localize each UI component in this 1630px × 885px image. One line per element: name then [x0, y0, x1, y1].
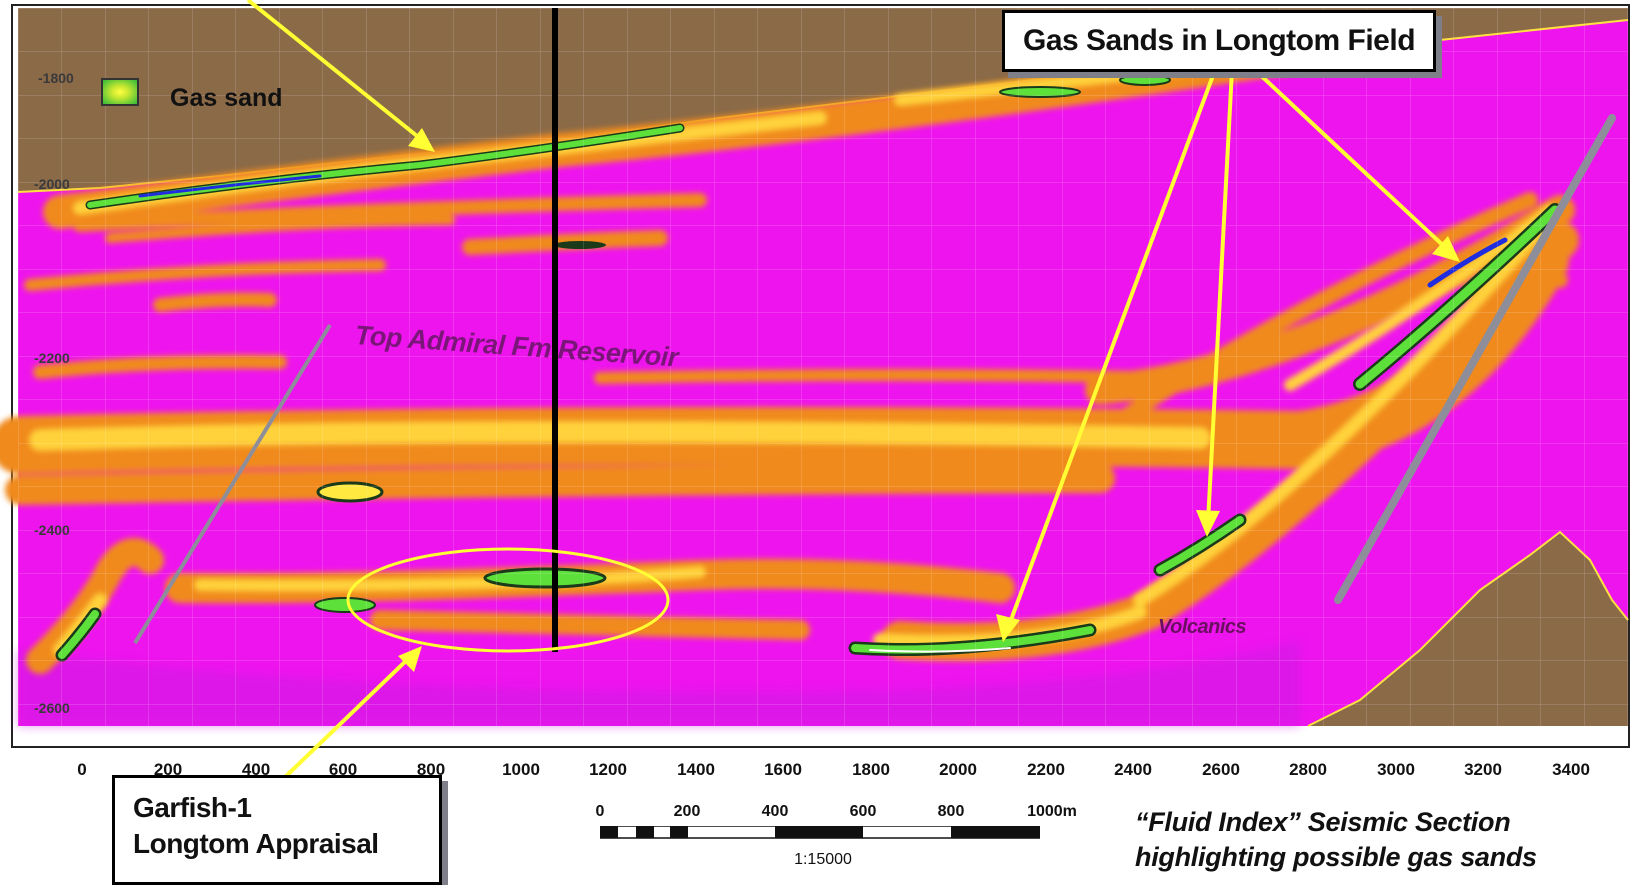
garfish-callout-line2: Longtom Appraisal	[133, 828, 379, 859]
x-tick-label: 2400	[1114, 760, 1152, 779]
x-tick-label: 1600	[764, 760, 802, 779]
fault-left	[133, 323, 332, 645]
y-tick-label: -2400	[34, 522, 70, 538]
x-tick-label: 3200	[1464, 760, 1502, 779]
caption-line1: “Fluid Index” Seismic Section	[1135, 807, 1511, 837]
y-tick-label: -2600	[34, 700, 70, 716]
scale-label: 800	[937, 803, 965, 820]
gas-sands-callout: Gas Sands in Longtom Field	[1002, 10, 1436, 72]
legend-label: Gas sand	[170, 84, 283, 112]
x-tick-label: 1000	[502, 760, 540, 779]
x-tick-label: 2600	[1202, 760, 1240, 779]
x-tick-label: 0	[77, 760, 87, 779]
scale-bar	[600, 826, 1040, 839]
gas-sand-swatch-icon	[101, 78, 139, 106]
scale-label: 0	[595, 803, 605, 820]
x-tick-label: 1200	[589, 760, 627, 779]
x-tick-label: 1800	[852, 760, 890, 779]
callout-arrows	[246, 0, 1460, 782]
scale-ratio: 1:15000	[794, 851, 852, 868]
x-tick-label: 2000	[939, 760, 977, 779]
x-tick-label: 2200	[1027, 760, 1065, 779]
y-tick-label: -2200	[34, 350, 70, 366]
garfish-callout: Garfish-1 Longtom Appraisal	[112, 775, 442, 885]
volcanics-annotation: Volcanics	[1158, 616, 1247, 638]
x-tick-label: 1400	[677, 760, 715, 779]
scale-label: 1000m	[1027, 803, 1077, 820]
x-tick-label: 3000	[1377, 760, 1415, 779]
x-tick-label: 200	[153, 760, 183, 779]
garfish-callout-line1: Garfish-1	[133, 792, 252, 823]
x-tick-label: 800	[416, 760, 446, 779]
figure-caption: “Fluid Index” Seismic Section highlighti…	[1135, 805, 1537, 875]
y-tick-label: -2000	[34, 176, 70, 192]
scale-label: 400	[761, 803, 789, 820]
x-tick-label: 3400	[1552, 760, 1590, 779]
x-tick-label: 400	[241, 760, 271, 779]
highlight-ellipse	[346, 547, 670, 653]
x-tick-label: 2800	[1289, 760, 1327, 779]
y-tick-label: -1800	[38, 70, 74, 86]
fault-right	[1334, 114, 1616, 604]
x-tick-label: 600	[328, 760, 358, 779]
caption-line2: highlighting possible gas sands	[1135, 842, 1537, 872]
scale-label: 200	[673, 803, 701, 820]
scale-label: 600	[849, 803, 877, 820]
